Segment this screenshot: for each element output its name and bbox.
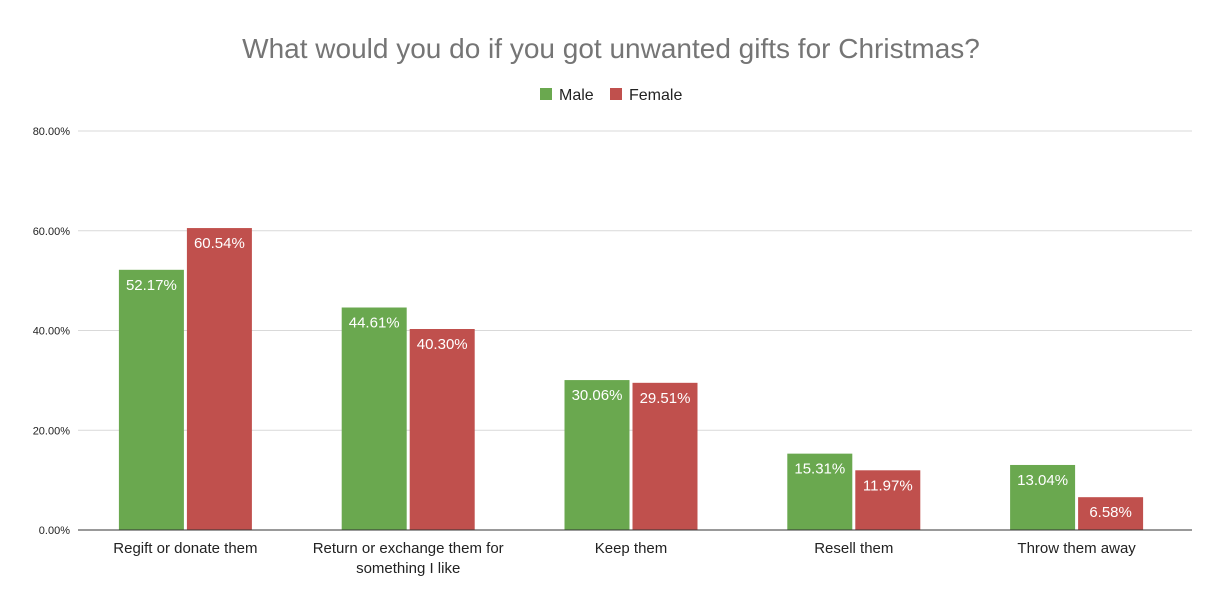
legend-swatch-female — [610, 88, 622, 100]
data-label: 30.06% — [572, 387, 623, 404]
x-category-label: Regift or donate them — [113, 540, 257, 557]
data-label: 29.51% — [640, 390, 691, 407]
chart-title: What would you do if you got unwanted gi… — [242, 33, 980, 64]
x-category-label: Resell them — [814, 540, 893, 557]
legend-swatch-male — [540, 88, 552, 100]
data-label: 13.04% — [1017, 472, 1068, 489]
x-category-label: Keep them — [595, 540, 668, 557]
data-label: 11.97% — [863, 477, 913, 494]
legend-label-male: Male — [559, 87, 594, 104]
y-tick-label: 80.00% — [33, 126, 71, 138]
bar-male — [118, 269, 184, 530]
x-category-label: Throw them away — [1017, 540, 1136, 557]
bar-female — [1078, 497, 1144, 530]
bar-female — [409, 329, 475, 530]
data-label: 52.17% — [126, 277, 177, 294]
y-tick-label: 60.00% — [33, 226, 71, 238]
data-label: 44.61% — [349, 315, 400, 332]
legend-label-female: Female — [629, 87, 682, 104]
x-axis-categories: Regift or donate them Return or exchange … — [113, 540, 1136, 577]
x-category-label: Return or exchange them for — [313, 540, 504, 557]
y-tick-label: 40.00% — [33, 326, 71, 338]
x-category-label: something I like — [356, 560, 460, 577]
bar-male — [1010, 464, 1076, 530]
y-tick-label: 20.00% — [33, 425, 71, 437]
data-label: 6.58% — [1089, 504, 1132, 521]
bar-female — [855, 470, 921, 530]
y-tick-label: 0.00% — [39, 525, 70, 537]
bar-male — [787, 453, 853, 530]
legend: Male Female — [540, 87, 682, 104]
bar-female — [632, 382, 698, 530]
bar-male — [341, 307, 407, 530]
data-label: 40.30% — [417, 336, 468, 353]
data-label: 60.54% — [194, 235, 245, 252]
bar-male — [564, 380, 630, 530]
bar-female — [186, 228, 252, 530]
bars — [118, 228, 1144, 530]
data-label: 15.31% — [794, 461, 845, 478]
y-axis-ticks: 0.00% 20.00% 40.00% 60.00% 80.00% — [33, 126, 71, 537]
data-labels: 52.17% 60.54% 44.61% 40.30% 30.06% 29.51% 15.3… — [126, 235, 1132, 521]
